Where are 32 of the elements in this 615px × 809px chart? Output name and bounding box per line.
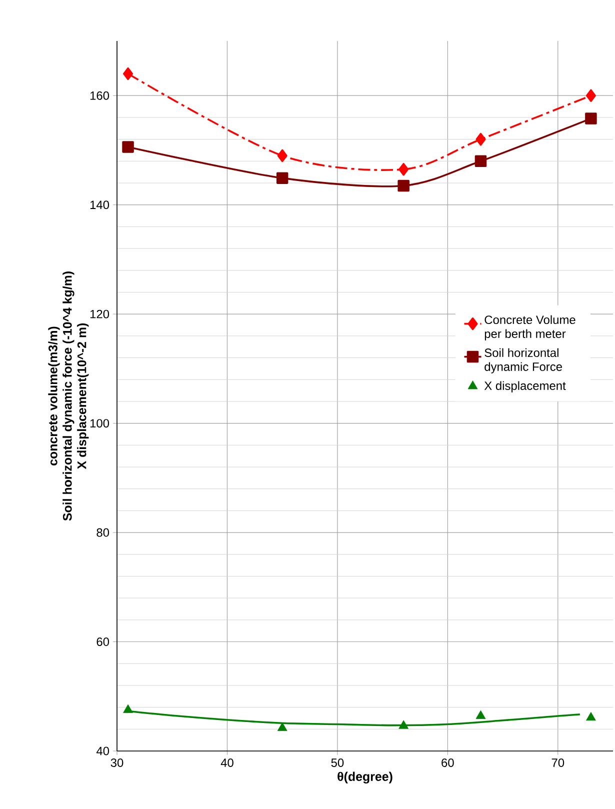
- y-tick-label: 140: [90, 200, 110, 210]
- y-tick-label: 160: [90, 91, 110, 100]
- legend-label: Soil horizontal dynamic Force: [484, 348, 562, 374]
- y-tick-label: 40: [96, 746, 110, 756]
- point: [476, 710, 486, 719]
- x-tick-label: 30: [110, 758, 124, 767]
- y-tick-label: 100: [90, 419, 110, 428]
- point: [586, 89, 596, 102]
- point: [276, 172, 288, 184]
- x-tick-label: 40: [220, 758, 234, 767]
- point: [476, 132, 486, 146]
- point: [277, 149, 288, 162]
- point: [398, 720, 409, 729]
- point: [586, 712, 596, 721]
- point: [122, 141, 134, 153]
- point: [123, 67, 134, 80]
- y-axis-title: concrete volume(m3/m) Soil horizontal dynamic force (-10^4 kg/m) X displacement(10^-2 m): [48, 272, 89, 521]
- y-tick-label: 60: [96, 638, 110, 646]
- x-tick-label: 70: [552, 758, 564, 767]
- point: [585, 112, 597, 124]
- point: [123, 704, 133, 713]
- point: [277, 722, 288, 731]
- legend-label: X displacement: [484, 381, 566, 392]
- x-axis-title: θ(degree): [338, 772, 392, 784]
- legend-label: Concrete Volume per berth meter: [484, 315, 576, 340]
- x-tick-label: 60: [442, 758, 454, 767]
- x-tick-label: 50: [331, 758, 344, 767]
- y-tick-label: 80: [96, 528, 110, 537]
- point: [398, 162, 409, 176]
- point: [474, 155, 487, 168]
- y-tick-label: 120: [90, 310, 110, 318]
- point: [398, 180, 410, 192]
